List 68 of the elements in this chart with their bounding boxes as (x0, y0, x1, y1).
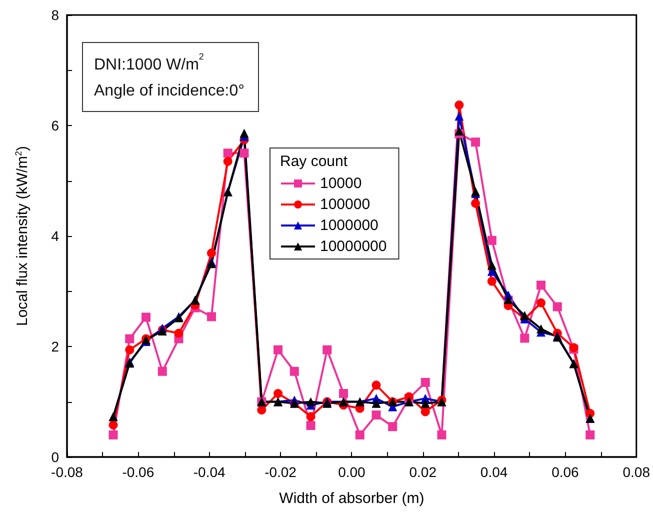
point (257, 406, 266, 415)
point (388, 422, 398, 432)
x-tick-label: 0.08 (622, 464, 650, 480)
point (355, 430, 364, 440)
y-tick-label: 8 (51, 7, 60, 23)
point (206, 312, 216, 322)
point (322, 345, 332, 354)
point (174, 328, 184, 338)
point (306, 397, 316, 406)
point (586, 430, 595, 440)
y-tick-label: 4 (51, 228, 60, 244)
point (487, 260, 496, 270)
point (240, 148, 249, 158)
x-tick-label: -0.08 (51, 464, 84, 480)
x-tick-label: -0.02 (264, 464, 297, 480)
y-tick-label: 0 (51, 449, 60, 465)
point (206, 248, 216, 258)
point (372, 380, 381, 390)
annotation: Angle of incidence:0° (94, 82, 244, 100)
point (290, 366, 299, 376)
point (108, 420, 118, 430)
point (536, 280, 546, 290)
y-tick-label: 6 (51, 118, 60, 134)
point (454, 100, 464, 110)
y-tick-label: 2 (51, 338, 60, 354)
point (125, 334, 134, 344)
point (372, 410, 381, 420)
x-axis-title: Width of absorber (m) (279, 490, 424, 507)
point (454, 126, 464, 136)
point (471, 198, 480, 208)
point (487, 276, 496, 286)
point (108, 430, 118, 440)
point (487, 236, 496, 245)
point (536, 324, 546, 334)
point (274, 345, 283, 354)
point (420, 378, 430, 387)
x-tick-label: -0.06 (122, 464, 154, 480)
point (125, 345, 134, 354)
point (339, 388, 348, 398)
point (240, 128, 249, 138)
y-axis-title: Local flux intensity (kW/m2) (14, 146, 31, 326)
legend-label: 100000 (320, 196, 370, 213)
point (372, 398, 381, 408)
point (223, 156, 232, 166)
x-tick-label: 0.06 (552, 464, 580, 480)
point (420, 407, 430, 416)
legend-label: 1000000 (320, 217, 378, 234)
legend-title: Ray count (280, 153, 348, 170)
point (454, 112, 464, 121)
point (158, 366, 167, 376)
point (536, 298, 546, 308)
point (142, 312, 150, 322)
point (420, 398, 430, 408)
point (520, 334, 530, 343)
point (437, 430, 446, 440)
x-tick-label: 0.00 (338, 464, 366, 480)
point (306, 421, 316, 430)
point (471, 138, 480, 147)
legend-label: 10000000 (320, 238, 387, 255)
x-tick-label: -0.04 (193, 464, 226, 480)
point (223, 148, 232, 158)
point (552, 302, 562, 312)
point (306, 412, 316, 422)
legend-label: 10000 (320, 175, 362, 192)
point (274, 388, 283, 398)
x-tick-label: 0.04 (480, 464, 508, 480)
x-tick-label: 0.02 (409, 464, 437, 480)
point (520, 311, 530, 320)
